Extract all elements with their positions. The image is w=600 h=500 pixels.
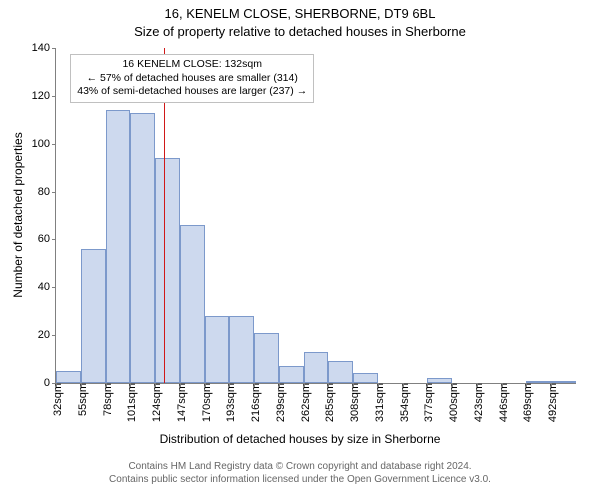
x-tick-label: 308sqm (345, 383, 361, 422)
x-tick-mark (180, 383, 181, 387)
y-tick-mark (52, 287, 56, 288)
y-tick-mark (52, 48, 56, 49)
x-tick-label: 170sqm (197, 383, 213, 422)
x-axis-label: Distribution of detached houses by size … (0, 432, 600, 446)
y-tick-mark (52, 192, 56, 193)
chart-title: 16, KENELM CLOSE, SHERBORNE, DT9 6BL (0, 6, 600, 21)
x-tick-mark (551, 383, 552, 387)
histogram-bar (180, 225, 205, 383)
x-tick-mark (353, 383, 354, 387)
x-tick-mark (304, 383, 305, 387)
x-tick-label: 216sqm (246, 383, 262, 422)
x-tick-label: 32sqm (48, 383, 64, 416)
histogram-bar (56, 371, 81, 383)
x-tick-mark (328, 383, 329, 387)
chart-subtitle: Size of property relative to detached ho… (0, 24, 600, 39)
x-tick-label: 354sqm (395, 383, 411, 422)
x-tick-mark (56, 383, 57, 387)
x-tick-label: 101sqm (122, 383, 138, 422)
annotation-line: 16 KENELM CLOSE: 132sqm (77, 58, 307, 72)
x-tick-mark (452, 383, 453, 387)
x-tick-label: 285sqm (320, 383, 336, 422)
x-tick-mark (526, 383, 527, 387)
x-tick-mark (155, 383, 156, 387)
x-tick-label: 377sqm (419, 383, 435, 422)
x-tick-mark (502, 383, 503, 387)
x-tick-mark (378, 383, 379, 387)
histogram-bar (279, 366, 304, 383)
y-axis-label: Number of detached properties (11, 125, 25, 305)
histogram-bar (353, 373, 378, 383)
x-tick-mark (477, 383, 478, 387)
x-tick-label: 78sqm (98, 383, 114, 416)
x-tick-label: 239sqm (271, 383, 287, 422)
histogram-bar (155, 158, 180, 383)
x-tick-mark (254, 383, 255, 387)
footer-line-2: Contains public sector information licen… (0, 473, 600, 486)
y-tick-mark (52, 96, 56, 97)
x-tick-label: 446sqm (494, 383, 510, 422)
histogram-bar (229, 316, 254, 383)
histogram-bar (106, 110, 131, 383)
x-tick-label: 124sqm (147, 383, 163, 422)
x-tick-mark (106, 383, 107, 387)
x-tick-mark (205, 383, 206, 387)
x-tick-label: 193sqm (221, 383, 237, 422)
histogram-bar (130, 113, 155, 383)
histogram-bar (81, 249, 106, 383)
x-tick-label: 262sqm (296, 383, 312, 422)
x-tick-mark (229, 383, 230, 387)
x-tick-mark (279, 383, 280, 387)
x-tick-mark (81, 383, 82, 387)
histogram-bar (328, 361, 353, 383)
x-tick-label: 331sqm (370, 383, 386, 422)
x-tick-mark (130, 383, 131, 387)
x-tick-mark (403, 383, 404, 387)
x-tick-label: 469sqm (518, 383, 534, 422)
x-tick-mark (427, 383, 428, 387)
histogram-bar (205, 316, 230, 383)
histogram-bar (254, 333, 279, 383)
x-tick-label: 55sqm (73, 383, 89, 416)
annotation-line: ← 57% of detached houses are smaller (31… (77, 72, 307, 86)
annotation-box: 16 KENELM CLOSE: 132sqm← 57% of detached… (70, 54, 314, 103)
plot-area: 02040608010012014032sqm55sqm78sqm101sqm1… (55, 48, 576, 384)
y-tick-mark (52, 335, 56, 336)
x-tick-label: 147sqm (172, 383, 188, 422)
histogram-bar (304, 352, 329, 383)
footer-attribution: Contains HM Land Registry data © Crown c… (0, 460, 600, 486)
x-tick-label: 423sqm (469, 383, 485, 422)
y-tick-mark (52, 239, 56, 240)
y-tick-mark (52, 144, 56, 145)
x-tick-label: 492sqm (543, 383, 559, 422)
footer-line-1: Contains HM Land Registry data © Crown c… (0, 460, 600, 473)
annotation-line: 43% of semi-detached houses are larger (… (77, 85, 307, 99)
x-tick-label: 400sqm (444, 383, 460, 422)
